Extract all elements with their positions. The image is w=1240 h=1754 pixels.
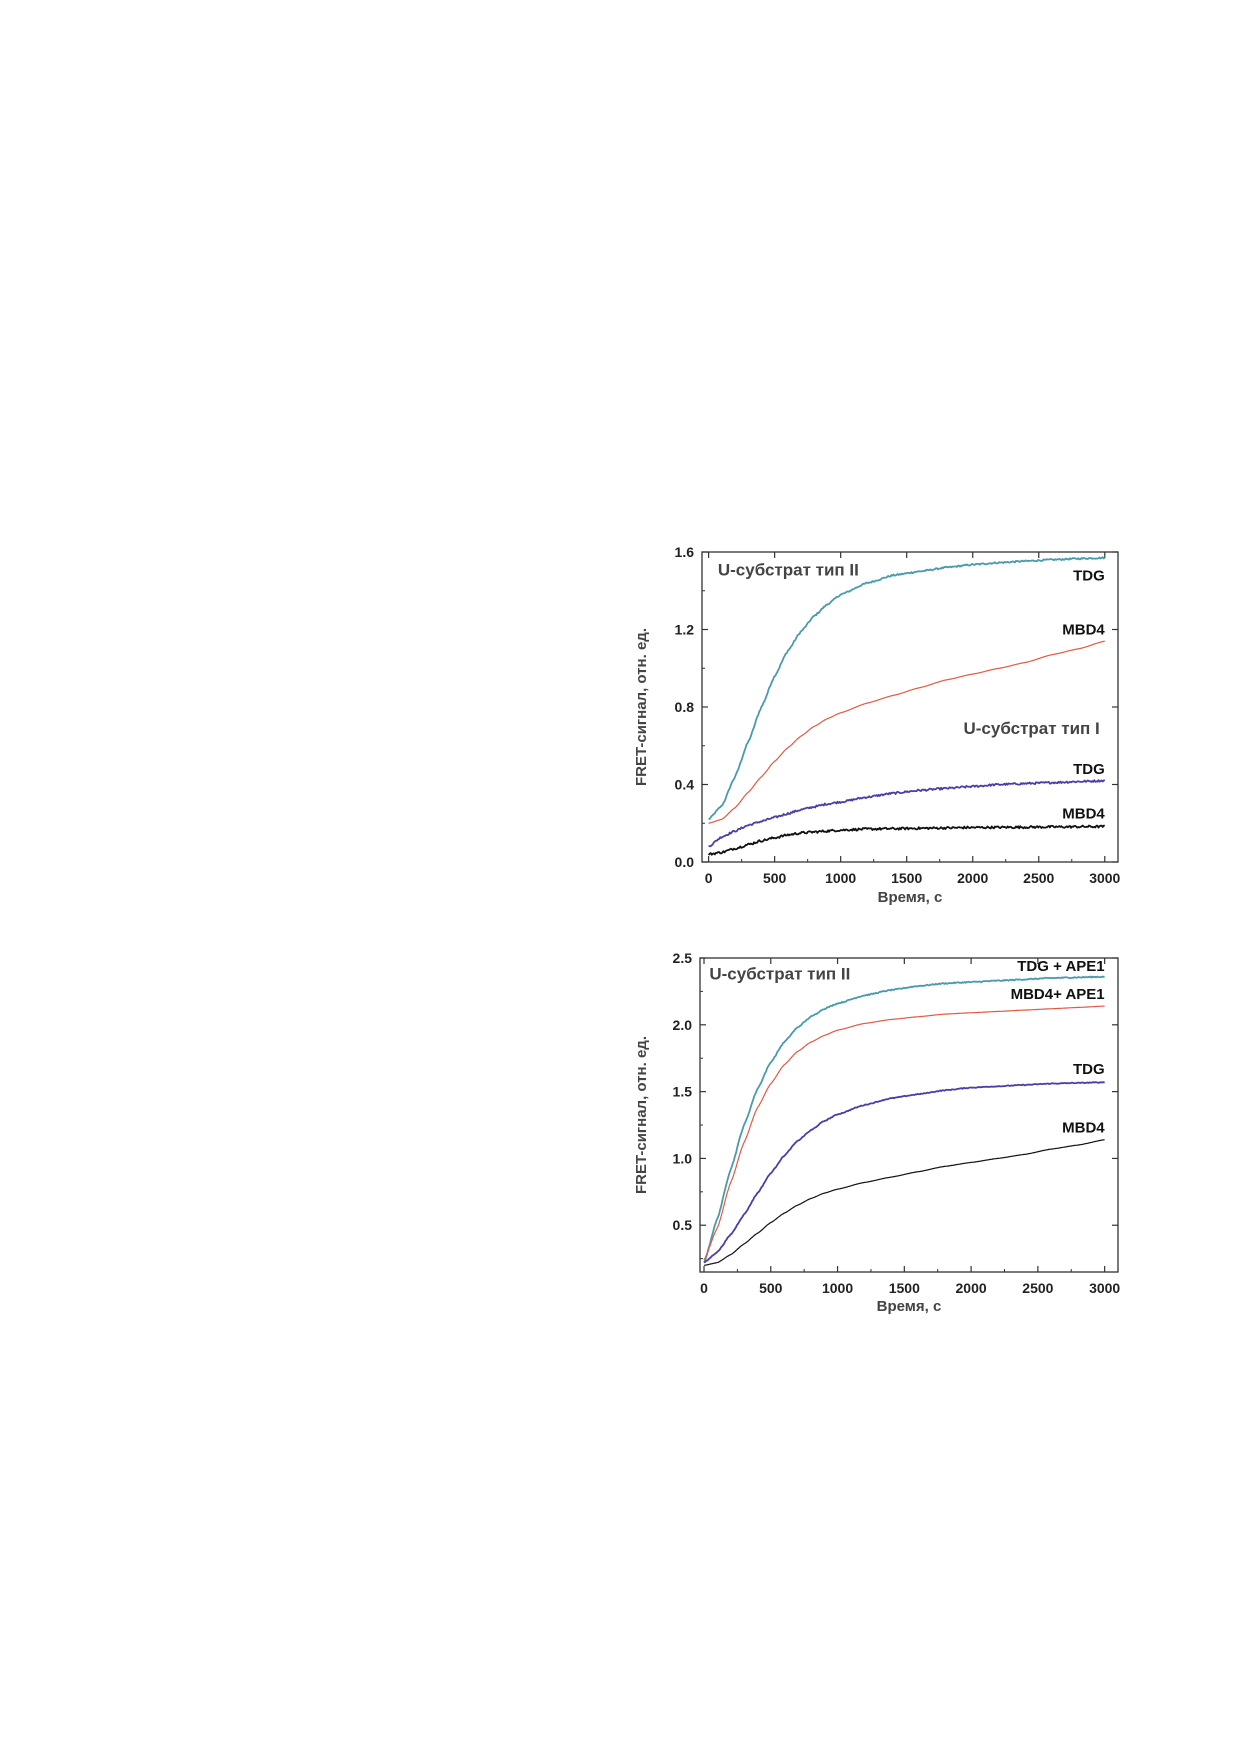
y-tick-label: 2.5 bbox=[673, 950, 693, 966]
x-tick-label: 3000 bbox=[1089, 870, 1120, 886]
series-line-mbd4 bbox=[707, 824, 1105, 856]
chart-u-substrate-ape1: 0 500 1000 1500 2000 2500 3000 0.5 1.0 1.5 2.0 2.5 В… bbox=[633, 950, 1120, 1315]
y-axis-title: FRET-сигнал, отн. ед. bbox=[633, 628, 650, 786]
x-tick-label: 2500 bbox=[1023, 870, 1054, 886]
chart-annotation: U-субстрат тип II bbox=[718, 560, 859, 579]
x-tick-label: 0 bbox=[700, 1280, 708, 1296]
series-label-mbd4-ape1: MBD4+ APE1 bbox=[1011, 986, 1105, 1003]
y-tick-label: 2.0 bbox=[673, 1017, 693, 1033]
series-label-mbd4: MBD4 bbox=[1062, 1120, 1105, 1137]
series-line-tdg bbox=[703, 1081, 1106, 1264]
x-axis-title: Время, с bbox=[877, 1298, 942, 1315]
x-tick-label: 2000 bbox=[957, 870, 988, 886]
series-label-tdg: TDG bbox=[1073, 1061, 1105, 1078]
plot-frame bbox=[699, 957, 1119, 1273]
x-tick-label: 1500 bbox=[891, 870, 922, 886]
series-label-mbd4: MBD4 bbox=[1062, 806, 1105, 823]
y-tick-label: 0.8 bbox=[675, 699, 695, 715]
x-tick-label: 0 bbox=[705, 870, 713, 886]
chart-annotation: U-субстрат тип I bbox=[963, 719, 1099, 738]
x-tick-label: 1000 bbox=[822, 1280, 853, 1296]
x-axis-title: Время, с bbox=[878, 889, 943, 906]
series-line-mbd4-ape1 bbox=[703, 1005, 1105, 1261]
series-label-tdg: TDG bbox=[1073, 761, 1105, 778]
y-tick-label: 1.6 bbox=[675, 544, 695, 560]
series-line-tdg-ape1 bbox=[703, 975, 1105, 1263]
x-tick-label: 500 bbox=[763, 870, 787, 886]
plot-frame bbox=[701, 551, 1119, 863]
y-tick-label: 1.0 bbox=[673, 1150, 693, 1166]
y-tick-label: 0.4 bbox=[675, 777, 695, 793]
series-label-mbd4: MBD4 bbox=[1062, 622, 1105, 639]
chart-annotation: U-субстрат тип II bbox=[709, 964, 850, 983]
series-line-mbd4 bbox=[708, 640, 1105, 824]
chart-u-substrate-types: 0 500 1000 1500 2000 2500 3000 0.0 0.4 0.8 1.2 1.6 В… bbox=[633, 544, 1121, 906]
series-label-tdg: TDG bbox=[1073, 567, 1105, 584]
x-tick-label: 500 bbox=[759, 1280, 783, 1296]
x-tick-label: 3000 bbox=[1089, 1280, 1120, 1296]
y-tick-label: 0.0 bbox=[675, 854, 695, 870]
y-axis-title: FRET-сигнал, отн. ед. bbox=[633, 1036, 650, 1194]
series-label-tdg-ape1: TDG + APE1 bbox=[1017, 958, 1104, 975]
y-tick-label: 0.5 bbox=[673, 1217, 693, 1233]
y-tick-label: 1.2 bbox=[675, 622, 695, 638]
x-tick-label: 2500 bbox=[1022, 1280, 1053, 1296]
series-line-mbd4 bbox=[703, 1139, 1105, 1266]
y-tick-label: 1.5 bbox=[673, 1084, 693, 1100]
series-line-tdg bbox=[708, 779, 1106, 848]
x-tick-label: 2000 bbox=[956, 1280, 987, 1296]
x-tick-label: 1500 bbox=[889, 1280, 920, 1296]
series-line-tdg bbox=[708, 556, 1106, 820]
x-tick-label: 1000 bbox=[825, 870, 856, 886]
